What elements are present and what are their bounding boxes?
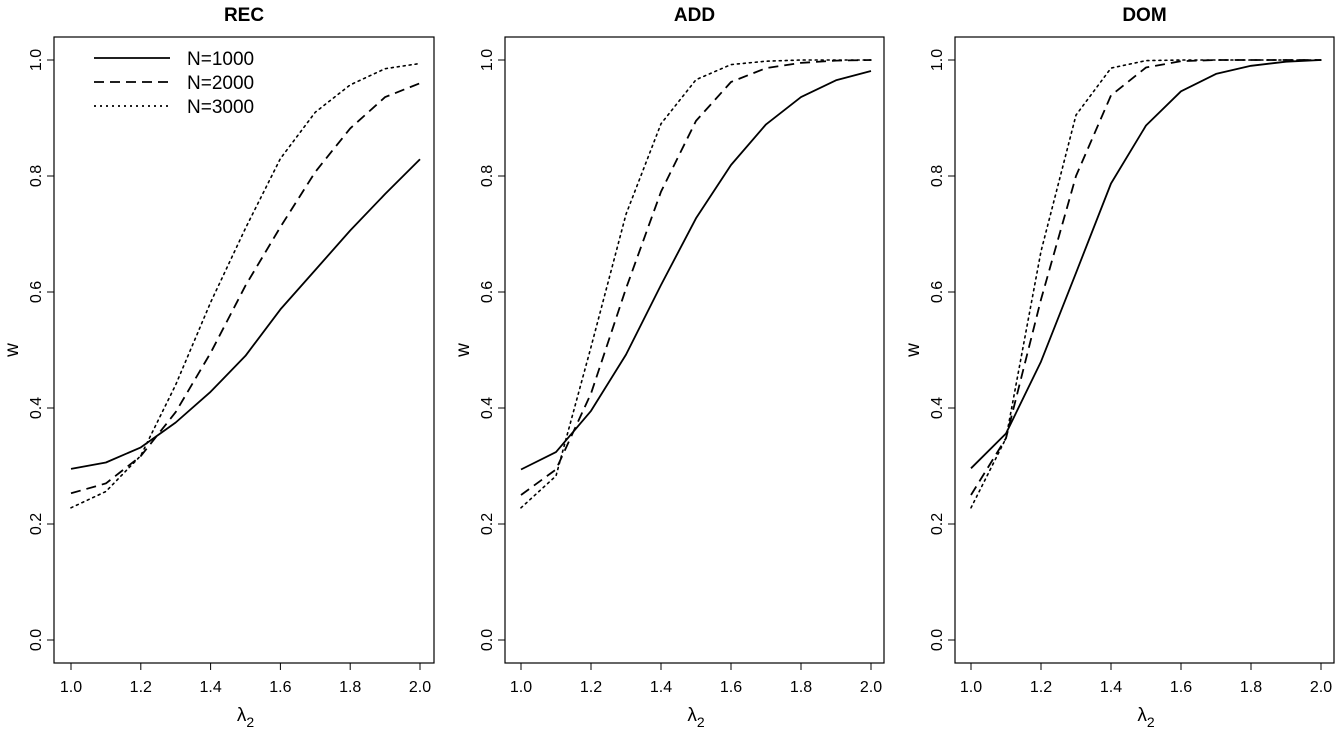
chart-panel-dom: DOM 1.0 1.2 1.4 1.6 1.8 2.0 0.0 0.2 0.4 0.6 0.8 1.0 w… (903, 5, 1335, 730)
legend-label: N=3000 (187, 97, 254, 118)
y-tick-label: 1.0 (479, 49, 496, 71)
y-axis-label: w (903, 343, 924, 358)
series-line-n-3000 (520, 59, 872, 509)
x-tick-label: 2.0 (860, 679, 882, 696)
x-tick-label: 1.8 (1240, 679, 1262, 696)
chart-title: REC (224, 5, 264, 26)
x-axis-label-subscript: 2 (697, 714, 705, 730)
x-tick-label: 1.6 (720, 679, 742, 696)
plot-frame (53, 36, 435, 664)
y-axis-label: w (2, 343, 23, 358)
y-tick-label: 0.6 (929, 281, 946, 303)
y-tick-label: 0.4 (929, 397, 946, 419)
x-tick-label: 1.4 (199, 679, 221, 696)
x-axis-label-symbol: λ (1137, 705, 1147, 726)
x-tick-label: 1.2 (1030, 679, 1052, 696)
y-tick-label: 0.0 (28, 629, 45, 651)
y-tick-label: 0.4 (479, 397, 496, 419)
series-line-n-1000 (970, 59, 1322, 469)
y-tick-label: 0.8 (929, 165, 946, 187)
legend-label: N=2000 (187, 73, 254, 94)
chart-panel-add: ADD 1.0 1.2 1.4 1.6 1.8 2.0 0.0 0.2 0.4 0.6 0.8 1.0 w… (453, 5, 885, 730)
series-line-n-2000 (70, 82, 421, 495)
y-tick-label: 0.4 (28, 397, 45, 419)
x-tick-label: 1.0 (960, 679, 982, 696)
series-line-n-3000 (970, 59, 1322, 509)
y-tick-label: 0.6 (28, 281, 45, 303)
legend-label: N=1000 (187, 49, 254, 70)
series-line-n-2000 (520, 59, 872, 496)
x-axis-label-symbol: λ (237, 705, 247, 726)
x-axis-label-symbol: λ (687, 705, 697, 726)
x-tick-label: 2.0 (409, 679, 431, 696)
series-line-n-1000 (70, 158, 421, 470)
x-tick-label: 1.4 (1100, 679, 1122, 696)
y-tick-label: 0.6 (479, 281, 496, 303)
y-axis-label: w (453, 343, 474, 358)
x-tick-label: 1.4 (650, 679, 672, 696)
legend: N=1000 N=2000 N=3000 (94, 49, 254, 118)
x-axis-label: λ2 (687, 705, 705, 730)
plot-frame (954, 36, 1335, 664)
x-axis-label: λ2 (237, 705, 255, 730)
y-tick-label: 0.0 (929, 629, 946, 651)
chart-title: ADD (674, 5, 715, 26)
y-tick-label: 0.2 (479, 513, 496, 535)
x-tick-label: 1.0 (60, 679, 82, 696)
x-tick-label: 1.2 (130, 679, 152, 696)
series-line-n-3000 (70, 62, 421, 509)
x-tick-label: 1.6 (269, 679, 291, 696)
x-axis-label-subscript: 2 (246, 714, 254, 730)
y-tick-label: 0.8 (28, 165, 45, 187)
x-axis-label-subscript: 2 (1147, 714, 1155, 730)
chart-panel-rec: REC 1.0 1.2 1.4 1.6 1.8 2.0 0.0 0.2 0.4 0.6 0.8 1.0 w… (2, 5, 435, 730)
y-tick-label: 0.2 (28, 513, 45, 535)
x-axis-label: λ2 (1137, 705, 1155, 730)
y-tick-label: 1.0 (28, 49, 45, 71)
y-tick-label: 0.0 (479, 629, 496, 651)
x-tick-label: 1.2 (580, 679, 602, 696)
y-tick-label: 0.2 (929, 513, 946, 535)
x-tick-label: 1.8 (790, 679, 812, 696)
y-tick-label: 1.0 (929, 49, 946, 71)
chart-title: DOM (1122, 5, 1166, 26)
x-tick-label: 1.8 (339, 679, 361, 696)
plot-frame (504, 36, 885, 664)
x-tick-label: 1.0 (510, 679, 532, 696)
x-tick-label: 2.0 (1310, 679, 1332, 696)
series-line-n-1000 (520, 70, 872, 471)
series-line-n-2000 (970, 59, 1321, 496)
x-tick-label: 1.6 (1170, 679, 1192, 696)
y-tick-label: 0.8 (479, 165, 496, 187)
